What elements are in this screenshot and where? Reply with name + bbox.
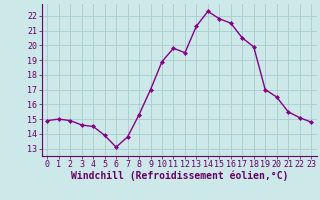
X-axis label: Windchill (Refroidissement éolien,°C): Windchill (Refroidissement éolien,°C) bbox=[70, 171, 288, 181]
